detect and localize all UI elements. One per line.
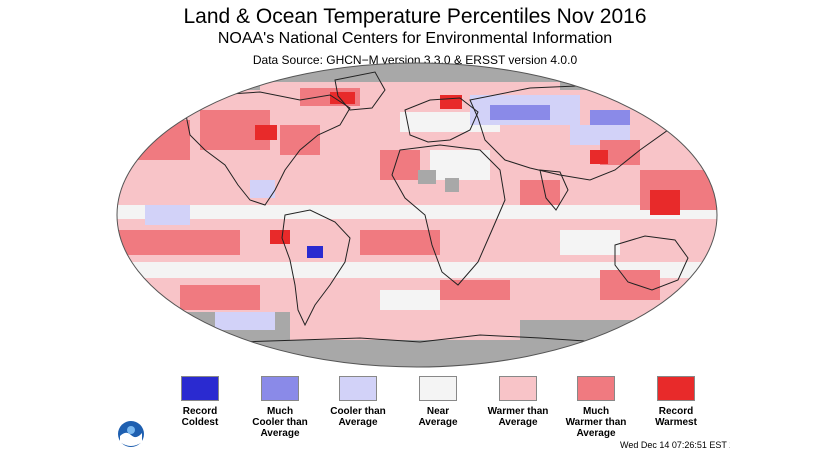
record-warmest-cell: [270, 230, 290, 244]
africa-outline: [391, 144, 506, 286]
legend-item: Cooler than Average: [310, 376, 406, 428]
greenland-outline: [334, 71, 386, 111]
much-warmer-cell: [380, 150, 420, 180]
south-america-outline: [281, 209, 351, 327]
legend-label: Record Coldest: [181, 406, 219, 428]
much-warmer-cell: [360, 230, 440, 255]
record-warmest-cell: [650, 190, 680, 215]
much-warmer-cell: [130, 120, 190, 160]
europe-outline: [404, 97, 479, 143]
record-warmest-cell: [255, 125, 277, 140]
no-data-cell: [180, 82, 260, 90]
legend-item: Record Coldest: [152, 376, 248, 428]
legend-swatch: [181, 376, 219, 401]
legend-label: Near Average: [418, 406, 458, 428]
record-warmest-cell: [590, 150, 608, 164]
no-data-cell: [418, 170, 436, 184]
data-source: Data Source: GHCN−M version 3.3.0 & ERSS…: [252, 53, 578, 67]
cooler-cell: [215, 312, 275, 330]
legend-swatch: [261, 376, 299, 401]
legend-label: Much Cooler than Average: [252, 406, 308, 439]
legend-item: Warmer than Average: [470, 376, 566, 428]
australia-outline: [614, 235, 689, 291]
record-warmest-cell: [440, 95, 462, 109]
legend-swatch: [657, 376, 695, 401]
no-data-antarctic: [117, 340, 717, 367]
legend-label: Record Warmest: [655, 406, 697, 428]
globe-border: [116, 62, 718, 368]
much-warmer-cell: [600, 270, 660, 300]
legend-swatch: [577, 376, 615, 401]
no-data-cell: [520, 320, 717, 340]
near-cell: [560, 230, 620, 255]
generated-timestamp: Wed Dec 14 07:26:51 EST 2016: [620, 440, 730, 450]
legend-item: Record Warmest: [628, 376, 724, 428]
legend-item: Much Warmer than Average: [548, 376, 644, 439]
near-cell: [380, 290, 440, 310]
map-subtitle: NOAA's National Centers for Environmenta…: [217, 30, 613, 47]
legend-swatch: [499, 376, 537, 401]
near-band: [117, 205, 717, 219]
legend-swatch: [419, 376, 457, 401]
legend-swatch: [339, 376, 377, 401]
near-cell: [430, 150, 490, 180]
much-warmer-cell: [180, 285, 260, 310]
legend-label: Warmer than Average: [487, 406, 549, 428]
much-warmer-cell: [440, 280, 510, 300]
north-america-outline: [184, 91, 351, 206]
cooler-cell: [145, 205, 190, 225]
record-warmest-cell: [330, 92, 355, 104]
much-warmer-cell: [520, 180, 560, 205]
near-band: [117, 262, 717, 278]
legend-item: Much Cooler than Average: [232, 376, 328, 439]
map-title: Land & Ocean Temperature Percentiles Nov…: [183, 5, 647, 28]
no-data-cell: [560, 82, 680, 90]
legend-item: Near Average: [390, 376, 486, 428]
legend-label: Much Warmer than Average: [565, 406, 627, 439]
much-cooler-cell: [490, 105, 550, 120]
legend-label: Cooler than Average: [330, 406, 386, 428]
noaa-logo-icon: [118, 421, 144, 447]
india-outline: [539, 169, 569, 211]
cooler-cell: [250, 180, 275, 198]
no-data-cell: [445, 178, 459, 192]
record-coldest-cell: [307, 246, 323, 258]
much-warmer-cell: [117, 230, 240, 255]
